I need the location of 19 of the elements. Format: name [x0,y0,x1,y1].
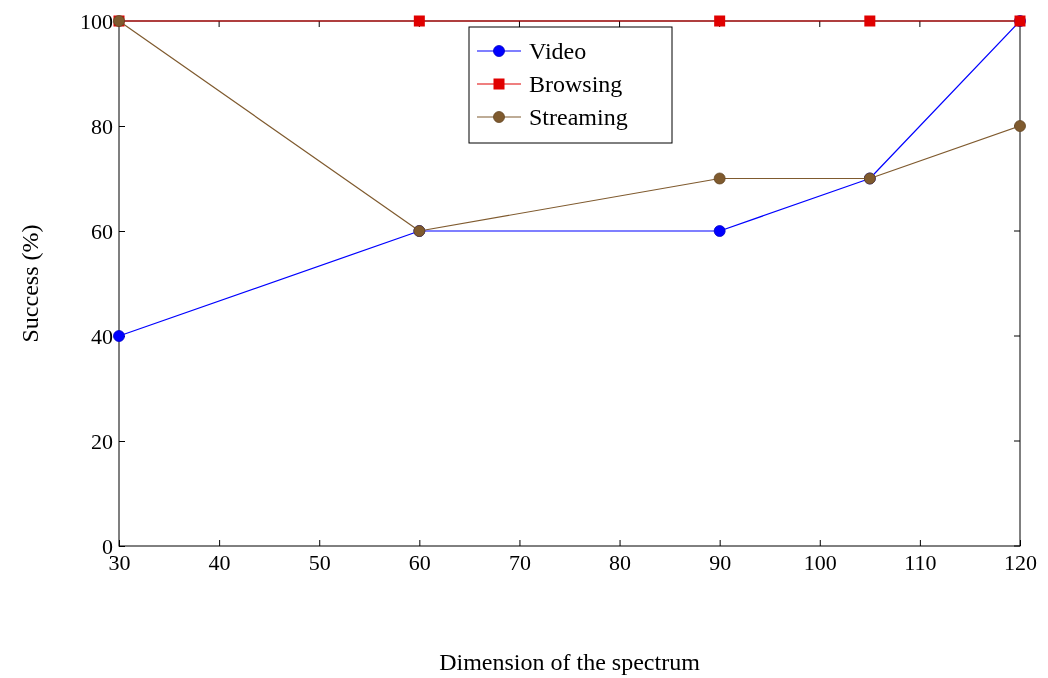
x-tick-label: 100 [803,549,837,575]
x-tick-label: 80 [609,549,632,575]
x-tick-label: 90 [709,549,732,575]
y-tick-label: 80 [91,113,113,139]
legend-label: Browsing [529,71,623,97]
x-axis-title: Dimension of the spectrum [439,649,701,675]
x-tick-label: 120 [1004,549,1037,575]
y-tick-label: 40 [91,323,113,349]
x-tick-label: 70 [508,549,531,575]
x-tick-label: 50 [308,549,331,575]
legend-label: Video [529,38,587,64]
y-tick-label: 20 [91,428,113,454]
legend-label: Streaming [529,104,628,130]
y-tick-label: 60 [91,218,113,244]
x-tick-label: 60 [408,549,431,575]
y-tick-label: 100 [80,8,113,34]
x-tick-label: 110 [904,549,937,575]
x-tick-label: 40 [208,549,231,575]
y-axis-title: Success (%) [17,224,43,343]
